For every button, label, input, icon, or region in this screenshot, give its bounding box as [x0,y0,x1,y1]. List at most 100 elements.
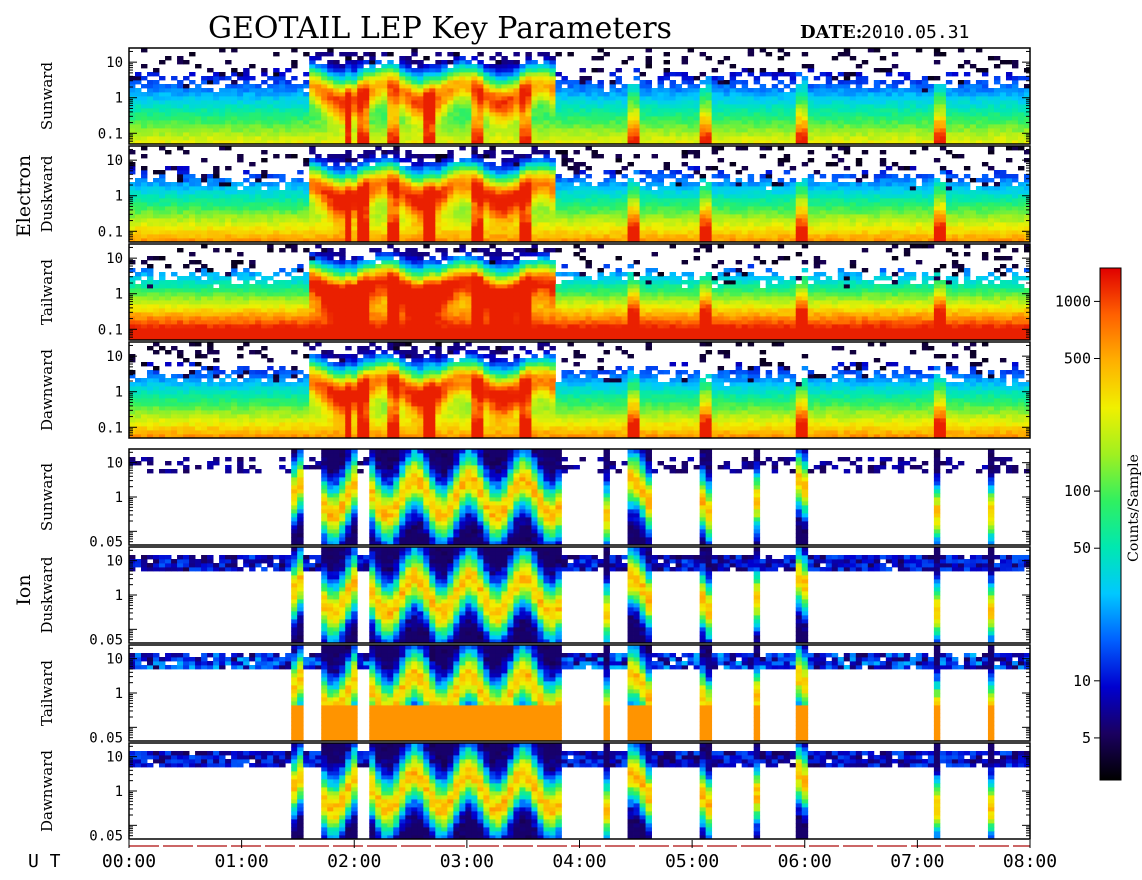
heat-cell [687,206,695,211]
heat-cell [627,56,634,61]
heat-cell [303,92,310,97]
heat-cell [597,222,604,227]
heat-cell [405,136,412,141]
heat-cell [873,104,881,109]
heat-cell [837,108,845,113]
heat-cell [477,178,484,183]
heat-cell [507,104,514,109]
heat-cell [585,100,592,105]
heat-cell [981,80,989,85]
heat-cell [195,116,202,121]
heat-cell [357,88,364,93]
heat-cell [363,108,370,113]
heat-cell [333,136,340,141]
heat-cell [411,128,418,133]
heat-cell [687,182,695,187]
heat-cell [309,84,316,89]
heat-cell [735,186,743,191]
heat-cell [471,100,478,105]
heat-cell [627,116,634,121]
heat-cell [765,52,773,57]
heat-cell [231,104,238,109]
heat-cell [591,116,598,121]
heat-cell [417,116,424,121]
heat-cell [213,218,220,223]
heat-cell [795,124,803,129]
heat-cell [699,218,707,223]
heat-cell [495,88,502,93]
heat-cell [219,48,226,53]
heat-cell [441,80,448,85]
heat-cell [765,132,773,137]
heat-cell [999,140,1007,145]
heat-cell [183,116,190,121]
heat-cell [999,100,1007,105]
heat-cell [411,108,418,113]
heat-cell [705,230,713,235]
heat-cell [165,96,172,101]
heat-cell [687,202,695,207]
heat-cell [549,178,556,183]
heat-cell [525,124,532,129]
heat-cell [303,112,310,117]
heat-cell [549,186,556,191]
heat-cell [543,76,550,81]
heat-cell [333,170,340,175]
heat-cell [489,64,496,69]
heat-cell [255,92,262,97]
heat-cell [279,194,286,199]
heat-cell [783,198,791,203]
heat-cell [195,238,202,243]
heat-cell [855,88,863,93]
heat-cell [915,92,923,97]
heat-cell [321,80,328,85]
heat-cell [387,162,394,167]
heat-cell [471,182,478,187]
heat-cell [621,92,628,97]
heat-cell [291,182,298,187]
heat-cell [621,120,628,125]
heat-cell [165,230,172,235]
heat-cell [387,190,394,195]
heat-cell [213,104,220,109]
heat-cell [627,206,634,211]
heat-cell [339,166,346,171]
heat-cell [333,218,340,223]
heat-cell [231,84,238,89]
heat-cell [333,76,340,81]
heat-cell [243,136,250,141]
heat-cell [375,108,382,113]
heat-cell [243,198,250,203]
heat-cell [519,120,526,125]
heat-cell [381,108,388,113]
heat-cell [141,170,148,175]
heat-cell [489,108,496,113]
heat-cell [519,174,526,179]
heat-cell [471,84,478,89]
heat-cell [195,132,202,137]
heat-cell [729,194,737,199]
heat-cell [687,226,695,231]
heat-cell [381,140,388,145]
heat-cell [327,104,334,109]
heat-cell [633,136,640,141]
heat-cell [141,222,148,227]
heat-cell [207,194,214,199]
heat-cell [441,120,448,125]
heat-cell [501,226,508,231]
heat-cell [945,108,953,113]
heat-cell [585,104,592,109]
heat-cell [189,112,196,117]
heat-cell [267,198,274,203]
heat-cell [615,108,622,113]
heat-cell [963,80,971,85]
heat-cell [1011,88,1019,93]
heat-cell [429,76,436,81]
heat-cell [219,76,226,81]
heat-cell [609,214,616,219]
heat-cell [501,162,508,167]
heat-cell [609,206,616,211]
heat-cell [579,206,586,211]
heat-cell [891,64,899,69]
heat-cell [177,108,184,113]
